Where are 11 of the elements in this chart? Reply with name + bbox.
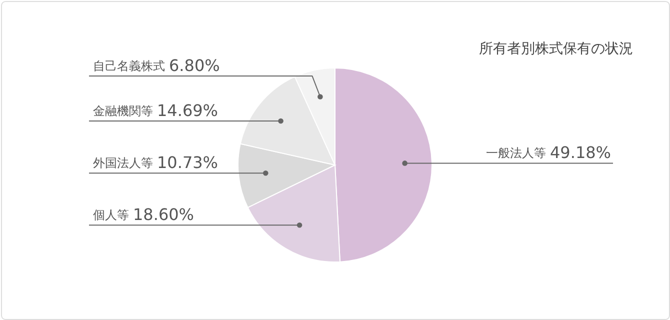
data-label: 6.80% bbox=[169, 56, 220, 75]
slice-label: 金融機関等 bbox=[93, 104, 153, 118]
data-label: 10.73% bbox=[157, 153, 218, 172]
slice-label: 個人等 bbox=[93, 208, 129, 222]
chart-title: 所有者別株式保有の状況 bbox=[479, 41, 633, 57]
data-label: 49.18% bbox=[550, 143, 612, 162]
slice-label: 自己名義株式 bbox=[93, 58, 165, 73]
slice-label: 外国法人等 bbox=[93, 156, 153, 170]
slice-label: 一般法人等 bbox=[486, 146, 546, 160]
data-label: 18.60% bbox=[133, 205, 194, 224]
data-label: 14.69% bbox=[157, 100, 218, 120]
